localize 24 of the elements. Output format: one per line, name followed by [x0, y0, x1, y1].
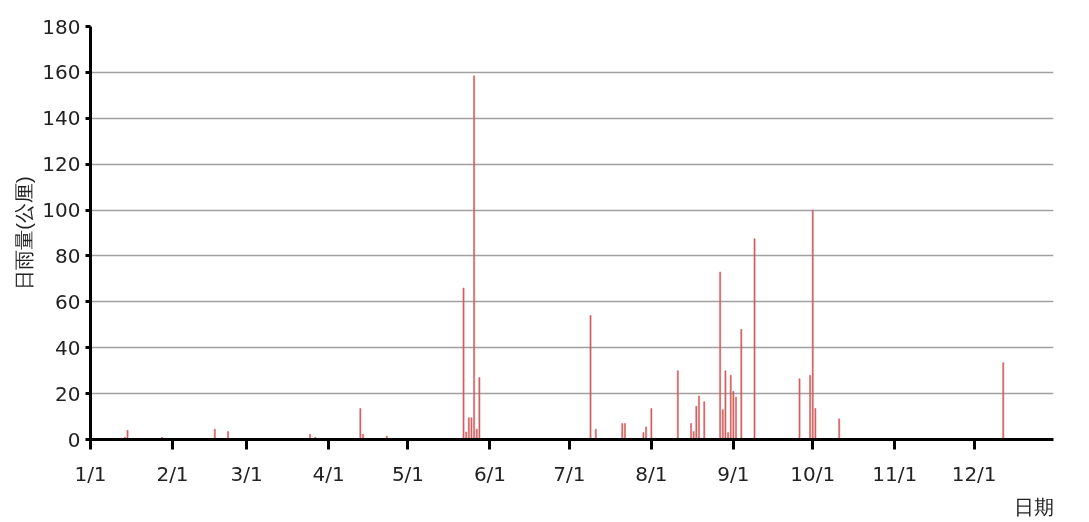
x-tick-label: 7/1: [553, 461, 586, 486]
x-tick-label: 5/1: [391, 461, 425, 486]
x-tick-label: 2/1: [156, 461, 189, 486]
x-tick-label: 1/1: [74, 461, 107, 486]
y-tick-label: 40: [55, 335, 81, 360]
x-tick-label: 12/1: [951, 461, 997, 486]
x-tick-label: 4/1: [312, 461, 345, 486]
y-tick-label: 120: [42, 152, 81, 177]
x-tick-label: 8/1: [635, 461, 668, 486]
y-tick-label: 20: [55, 381, 81, 406]
y-tick-label: 60: [55, 289, 81, 314]
x-tick-label: 11/1: [872, 461, 918, 486]
x-tick-label: 6/1: [473, 461, 507, 486]
y-tick-label: 80: [55, 243, 81, 268]
y-tick-label: 140: [42, 106, 81, 131]
y-tick-label: 100: [42, 198, 81, 223]
y-tick-label: 180: [42, 14, 81, 39]
y-tick-label: 0: [67, 427, 81, 452]
x-tick-label: 10/1: [790, 461, 836, 486]
x-tick-label: 9/1: [717, 461, 750, 486]
y-axis-title: 日雨量(公厘): [12, 176, 35, 290]
x-tick-label: 3/1: [230, 461, 263, 486]
y-tick-label: 160: [42, 60, 81, 85]
x-axis-title: 日期: [1013, 495, 1054, 518]
